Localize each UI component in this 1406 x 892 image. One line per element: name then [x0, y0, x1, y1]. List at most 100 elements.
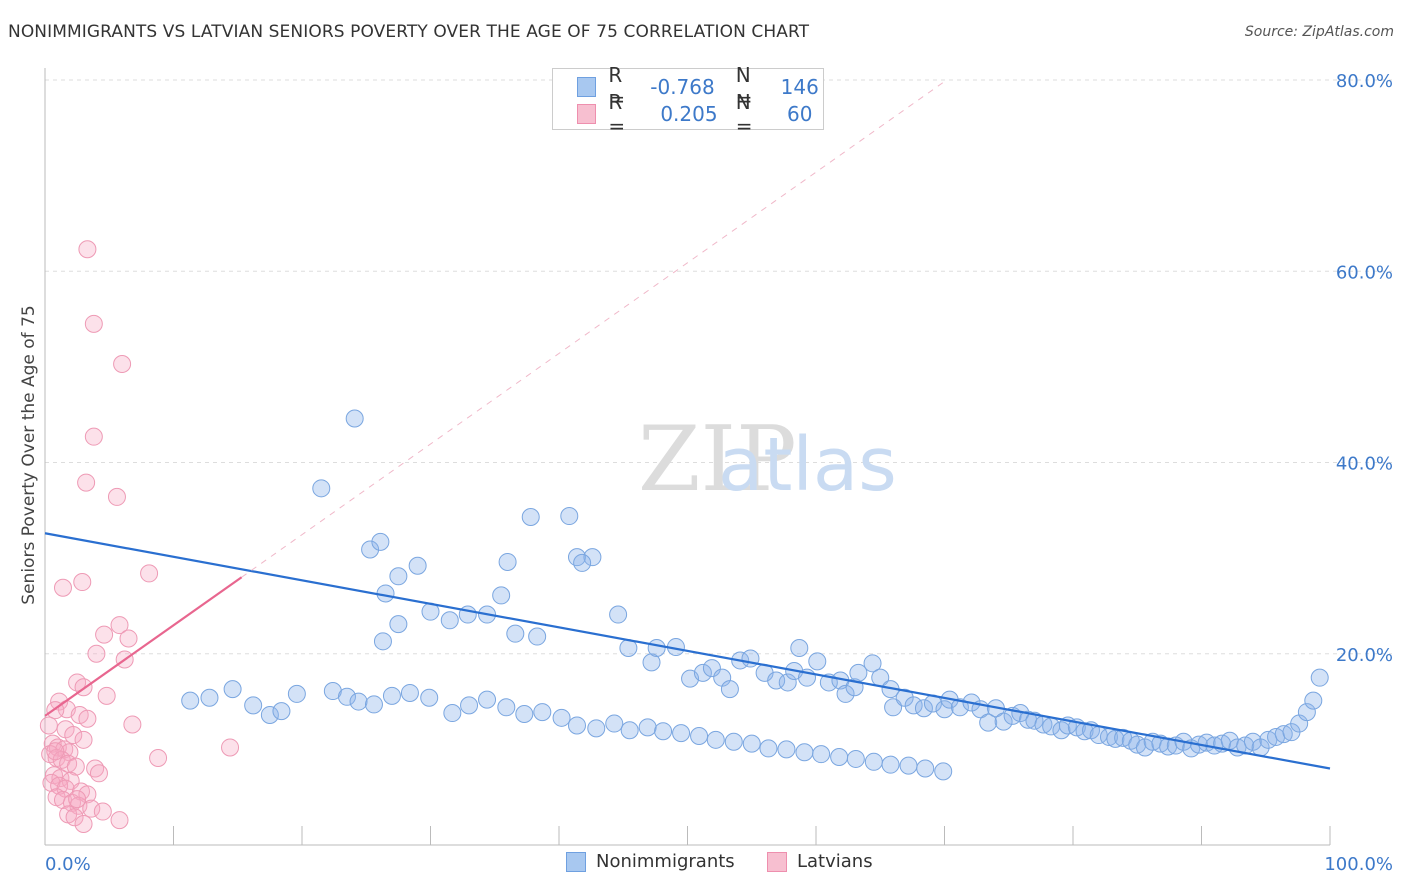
legend-item-latvians[interactable]: Latvians [767, 851, 873, 872]
nonimmigrants-point [1274, 725, 1293, 744]
latvians-point [93, 802, 112, 821]
latvians-point [110, 811, 129, 830]
latvians-point [51, 769, 70, 788]
nonimmigrants-point [620, 721, 639, 740]
latvians-swatch [577, 104, 597, 124]
nonimmigrants-point [443, 704, 462, 723]
nonimmigrants-point [759, 739, 778, 758]
stats-row-latvians: R = 0.205 N = 60 [577, 90, 823, 138]
latvians-point [77, 473, 96, 492]
nonimmigrants-point [533, 703, 552, 722]
nonimmigrants-point [777, 740, 796, 759]
latvians-point [39, 716, 58, 735]
y-tick-label: 20.0% [1336, 645, 1393, 666]
latvians-point [82, 799, 101, 818]
nonimmigrants-point [1025, 711, 1044, 730]
nonimmigrants-swatch [577, 77, 597, 97]
nonimmigrants-point [567, 716, 586, 735]
nonimmigrants-point [349, 692, 368, 711]
latvians-point [50, 692, 69, 711]
latvians-point [73, 573, 92, 592]
nonimmigrants-point [521, 508, 540, 527]
nonimmigrants-point [605, 714, 624, 733]
legend-item-nonimmigrants[interactable]: Nonimmigrants [566, 851, 735, 872]
nonimmigrants-point [408, 556, 427, 575]
latvians-point [123, 715, 142, 734]
latvians-trend-line [44, 576, 243, 717]
latvians-point [89, 764, 108, 783]
nonimmigrants-point [846, 749, 865, 768]
n-value: 146 [780, 75, 819, 99]
nonimmigrants-legend-swatch [566, 851, 586, 872]
latvians-point [119, 629, 138, 648]
nonimmigrants-point [609, 605, 628, 624]
nonimmigrants-point [272, 702, 291, 721]
nonimmigrants-point [528, 627, 547, 646]
latvians-point [110, 616, 129, 635]
nonimmigrants-point [904, 696, 923, 715]
r-label: R = [608, 63, 626, 111]
latvians-point [113, 355, 132, 374]
latvians-point [74, 814, 93, 833]
latvians-point [78, 240, 97, 259]
nonimmigrants-point [567, 548, 586, 567]
latvians-point [66, 757, 85, 776]
latvians-point [46, 742, 65, 761]
nonimmigrants-trend-line [44, 532, 1331, 770]
n-value: 60 [787, 102, 813, 126]
latvians-point [53, 578, 72, 597]
watermark-atlas: atlas [718, 422, 897, 508]
nonimmigrants-point [830, 748, 849, 767]
nonimmigrants-point [587, 719, 606, 738]
nonimmigrants-point [881, 755, 900, 774]
nonimmigrants-point [950, 698, 969, 717]
nonimmigrants-point [260, 705, 279, 724]
nonimmigrants-point [864, 752, 883, 771]
nonimmigrants-point [706, 730, 725, 749]
nonimmigrants-point [724, 732, 743, 751]
n-label: N = [735, 90, 753, 138]
nonimmigrants-point [440, 611, 459, 630]
latvians-point [74, 730, 93, 749]
x-tick-label-max: 100.0% [1324, 854, 1393, 875]
nonimmigrants-point [498, 552, 517, 571]
latvians-point [97, 686, 116, 705]
x-tick-label-min: 0.0% [45, 854, 91, 875]
nonimmigrants-point [223, 680, 242, 699]
latvians-legend-label: Latvians [797, 851, 873, 872]
nonimmigrants-point [552, 708, 571, 727]
latvians-point [107, 487, 126, 506]
nonimmigrants-point [497, 698, 516, 717]
nonimmigrants-point [400, 683, 419, 702]
latvians-point [221, 738, 240, 757]
nonimmigrants-point [642, 653, 661, 672]
nonimmigrants-point [492, 586, 511, 605]
nonimmigrants-point [420, 688, 439, 707]
nonimmigrants-point [1297, 703, 1316, 722]
n-label: N = [735, 63, 753, 111]
nonimmigrants-point [345, 409, 364, 428]
nonimmigrants-point [200, 688, 219, 707]
latvians-point [84, 427, 103, 446]
nonimmigrants-point [895, 688, 914, 707]
nonimmigrants-point [672, 724, 691, 743]
latvians-point [140, 564, 159, 583]
nonimmigrants-point [1304, 691, 1323, 710]
nonimmigrants-point [389, 567, 408, 586]
nonimmigrants-point [371, 532, 390, 551]
nonimmigrants-point [693, 663, 712, 682]
latvians-point [84, 314, 103, 333]
nonimmigrants-point [742, 734, 761, 753]
nonimmigrants-point [795, 743, 814, 762]
nonimmigrants-point [478, 690, 497, 709]
nonimmigrants-point [836, 684, 855, 703]
nonimmigrants-point [914, 699, 933, 718]
y-tick-label: 80.0% [1336, 71, 1393, 92]
nonimmigrants-point [778, 673, 797, 692]
nonimmigrants-point [979, 713, 998, 732]
nonimmigrants-point [916, 759, 935, 778]
nonimmigrants-point [767, 671, 786, 690]
stats-row-nonimmigrants: R = -0.768 N = 146 [577, 63, 823, 111]
nonimmigrants-point [654, 722, 673, 741]
